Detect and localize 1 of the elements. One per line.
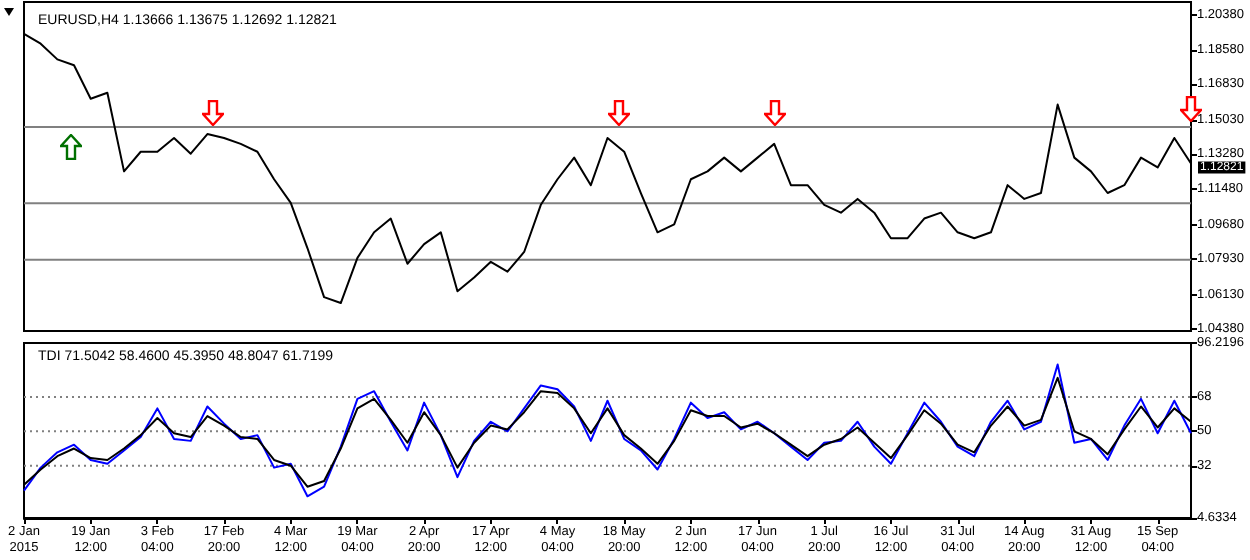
line-series (23, 363, 1193, 498)
